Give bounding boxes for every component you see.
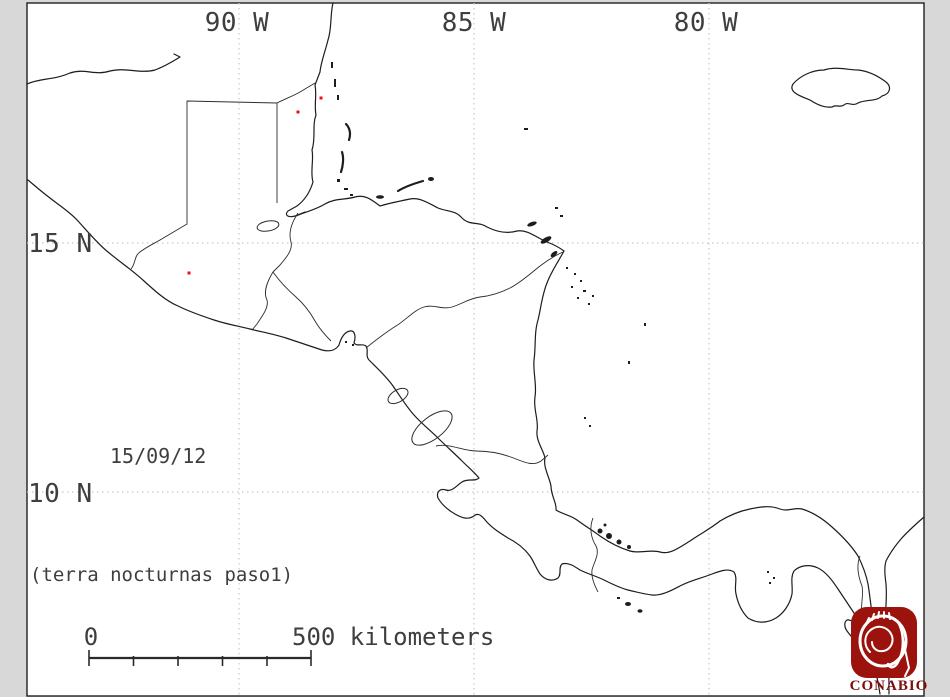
scale-bar: 0 500 kilometers bbox=[84, 623, 494, 666]
coiba-island bbox=[625, 602, 631, 606]
caption-label: (terra nocturnas paso1) bbox=[30, 564, 293, 586]
lon-label-85w: 85 W bbox=[442, 8, 507, 38]
belize-caye bbox=[350, 194, 353, 196]
bottom-margin bbox=[0, 697, 950, 700]
scale-start-label: 0 bbox=[84, 623, 98, 651]
country-borders bbox=[130, 82, 864, 625]
conabio-logo: CONABIO bbox=[850, 607, 929, 694]
guatemala-elsalvador-border bbox=[251, 271, 274, 331]
coastlines bbox=[26, 2, 925, 695]
miskito-cay bbox=[577, 297, 579, 299]
axis-labels: 90 W 85 W 80 W 15 N 10 N bbox=[28, 8, 738, 509]
caribbean-coast bbox=[533, 250, 882, 653]
miskito-cay bbox=[574, 273, 576, 275]
honduras-nicaragua-border bbox=[365, 251, 564, 349]
lon-label-80w: 80 W bbox=[674, 8, 739, 38]
corn-island bbox=[584, 417, 586, 419]
fonseca-islet bbox=[345, 341, 347, 343]
lat-label-15n: 15 N bbox=[28, 229, 93, 259]
mexico-guatemala-border bbox=[130, 100, 278, 270]
miskito-cay bbox=[592, 295, 594, 297]
swan-islands bbox=[524, 128, 528, 130]
san-andres-island bbox=[628, 361, 630, 364]
lake-izabal bbox=[256, 220, 280, 232]
belize-caye bbox=[334, 79, 336, 87]
bocas-island bbox=[603, 523, 607, 527]
coastal-cay bbox=[560, 215, 563, 217]
scale-end-label: 500 kilometers bbox=[292, 623, 494, 651]
belize-caye bbox=[344, 188, 348, 190]
miskito-cay bbox=[588, 303, 590, 305]
fonseca-islet bbox=[352, 344, 354, 346]
bocas-island bbox=[616, 539, 622, 545]
belize-caye bbox=[331, 62, 333, 68]
coastal-cay bbox=[555, 207, 558, 209]
pacific-coast bbox=[27, 179, 881, 695]
lon-label-90w: 90 W bbox=[205, 8, 270, 38]
lakes bbox=[256, 220, 453, 446]
bocas-island bbox=[627, 545, 631, 549]
map-frame bbox=[26, 2, 925, 697]
turneffe-atoll bbox=[339, 150, 345, 174]
coastal-lagoon bbox=[527, 221, 537, 227]
guatemala-honduras-border bbox=[272, 212, 299, 273]
costarica-panama-border bbox=[590, 517, 599, 593]
honduras-north-coast bbox=[295, 195, 565, 252]
miskito-cay bbox=[571, 286, 573, 288]
utila-island bbox=[376, 195, 384, 199]
roatan-island bbox=[396, 179, 425, 193]
pacific-islet bbox=[637, 609, 643, 613]
bocas-island bbox=[606, 533, 612, 539]
belize-coast bbox=[285, 2, 334, 218]
islands bbox=[331, 62, 891, 613]
guatemala-belize-border bbox=[276, 82, 316, 203]
lake-nicaragua bbox=[411, 410, 453, 446]
date-label: 15/09/12 bbox=[110, 444, 206, 468]
banco-chinchorro bbox=[344, 122, 352, 142]
fire-hotspot-dot bbox=[187, 271, 191, 275]
providencia-island bbox=[644, 323, 646, 326]
honduras-elsalvador-border bbox=[272, 271, 332, 342]
corn-island bbox=[589, 425, 591, 427]
conabio-logo-label: CONABIO bbox=[850, 678, 929, 694]
campeche-coast bbox=[26, 53, 181, 85]
bocas-island bbox=[597, 528, 603, 534]
lake-managua bbox=[387, 387, 409, 405]
miskito-cay bbox=[580, 280, 582, 282]
miskito-cay bbox=[583, 290, 586, 292]
pacific-islet bbox=[617, 597, 620, 599]
fire-hotspot-dot bbox=[296, 110, 300, 114]
pearl-island bbox=[769, 582, 771, 584]
fire-hotspot-dot bbox=[319, 96, 323, 100]
conabio-logo-art bbox=[858, 611, 911, 677]
fire-hotspot-markers bbox=[187, 96, 323, 275]
coastal-lagoon bbox=[540, 236, 552, 244]
guanaja-island bbox=[428, 177, 434, 181]
nicaragua-costarica-border bbox=[435, 444, 549, 465]
jamaica bbox=[791, 67, 891, 108]
lat-label-10n: 10 N bbox=[28, 479, 93, 509]
graticule-gridlines bbox=[27, 3, 924, 696]
coastal-lagoon bbox=[550, 251, 558, 257]
belize-caye bbox=[337, 95, 339, 100]
miskito-cay bbox=[566, 267, 568, 269]
belize-caye bbox=[337, 179, 340, 182]
pearl-island bbox=[773, 577, 775, 579]
pearl-island bbox=[767, 571, 769, 573]
